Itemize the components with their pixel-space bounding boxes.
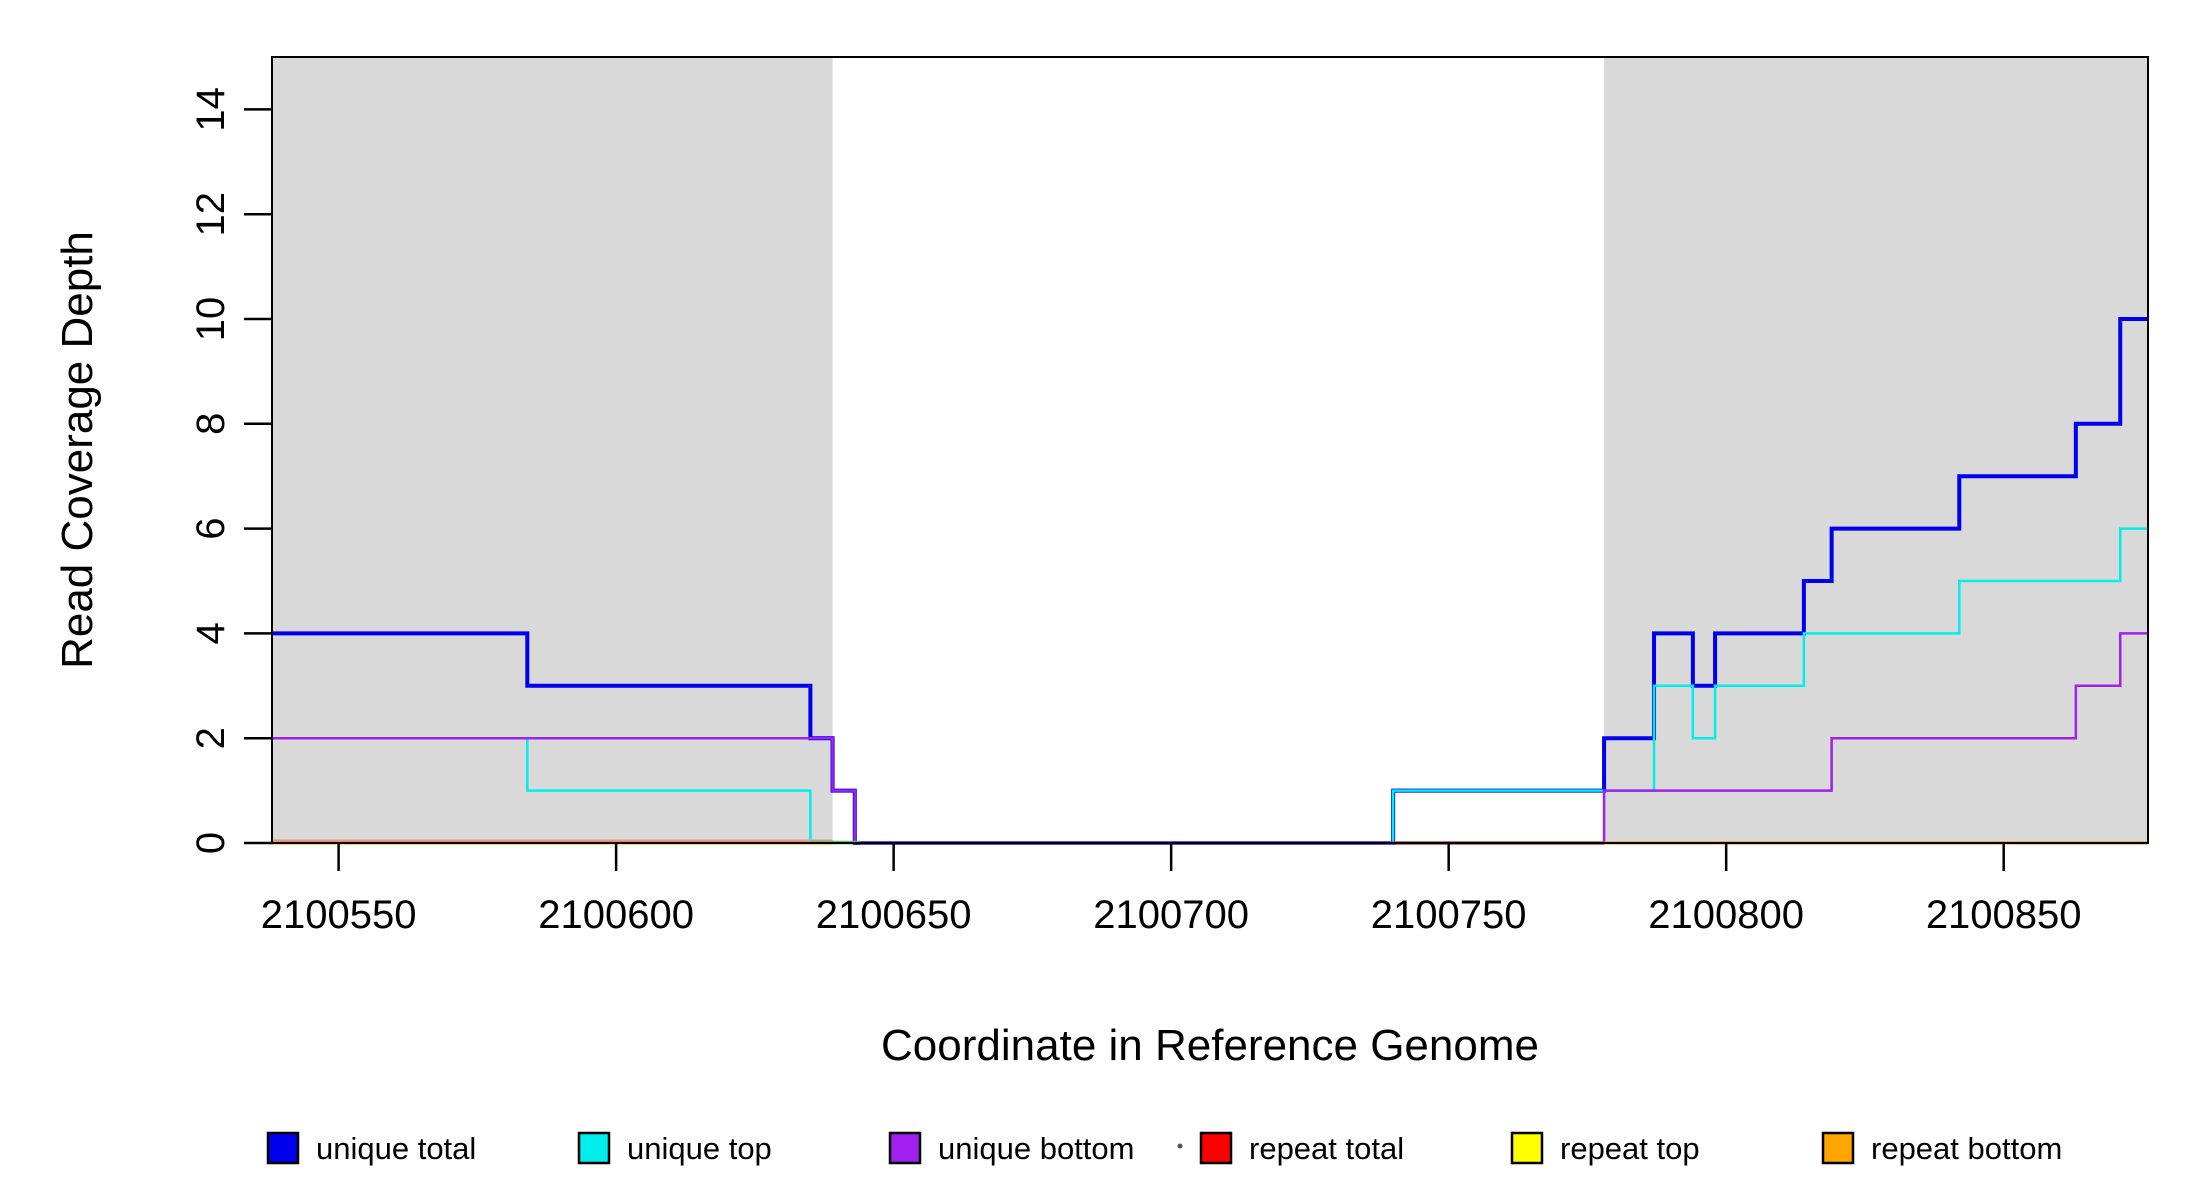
legend-label-unique-bottom: unique bottom xyxy=(938,1131,1134,1166)
series-line-unique-bottom xyxy=(272,632,2148,845)
x-tick-label: 2100550 xyxy=(261,893,417,937)
legend-label-unique-total: unique total xyxy=(316,1131,476,1166)
y-tick-label: 4 xyxy=(189,622,233,644)
legend-swatch-unique-bottom xyxy=(888,1131,922,1165)
repeat-region-shade xyxy=(272,57,833,843)
legend-swatch-unique-total xyxy=(266,1131,300,1165)
legend-swatch-unique-top xyxy=(577,1131,611,1165)
legend-label-repeat-top: repeat top xyxy=(1560,1131,1700,1166)
x-tick-label: 2100800 xyxy=(1648,893,1804,937)
x-tick-label: 2100650 xyxy=(816,893,972,937)
plot-border xyxy=(271,56,2149,844)
y-tick-label: 6 xyxy=(189,517,233,539)
x-tick-label: 2100700 xyxy=(1093,893,1249,937)
legend-swatch-repeat-total xyxy=(1199,1131,1233,1165)
y-tick-label: 10 xyxy=(189,297,233,342)
legend-swatch-repeat-top xyxy=(1510,1131,1544,1165)
legend-label-repeat-total: repeat total xyxy=(1249,1131,1404,1166)
x-tick-label: 2100600 xyxy=(538,893,694,937)
y-tick-label: 12 xyxy=(189,192,233,237)
legend-swatch-repeat-bottom xyxy=(1821,1131,1855,1165)
y-tick-label: 14 xyxy=(189,87,233,131)
series-line-unique-top xyxy=(272,527,2148,845)
legend-label-repeat-bottom: repeat bottom xyxy=(1871,1131,2062,1166)
y-axis-title: Read Coverage Depth xyxy=(53,231,102,669)
y-tick-label: 0 xyxy=(189,832,233,854)
legend-label-unique-top: unique top xyxy=(627,1131,772,1166)
x-tick-label: 2100750 xyxy=(1371,893,1527,937)
x-tick-label: 2100850 xyxy=(1926,893,2082,937)
y-tick-label: 8 xyxy=(189,413,233,435)
repeat-region-shade xyxy=(1604,57,2148,843)
x-axis-title: Coordinate in Reference Genome xyxy=(881,1021,1539,1070)
stray-dot xyxy=(1177,1143,1183,1149)
y-tick-label: 2 xyxy=(189,727,233,749)
